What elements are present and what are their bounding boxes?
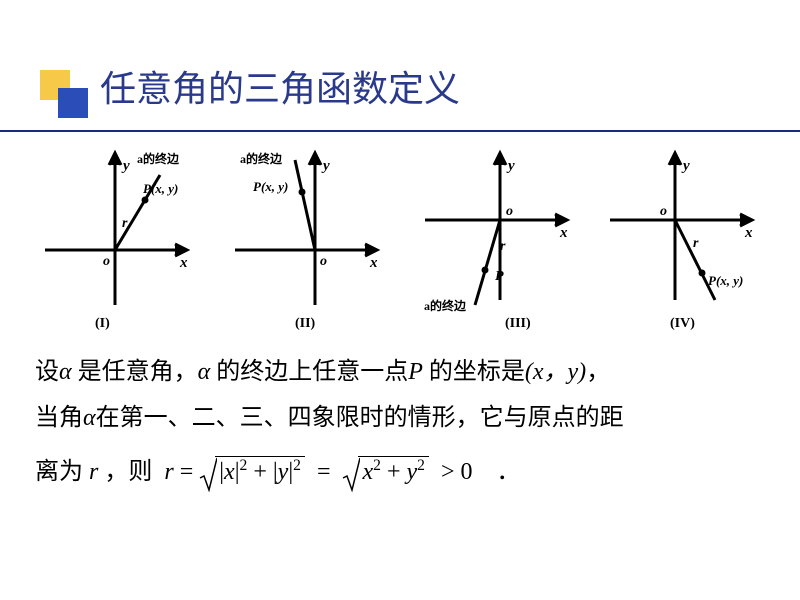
diagram-quadrant-3: y x o r P a的终边 (III) [410, 145, 580, 335]
var-p: P [408, 359, 423, 385]
var-y: y [406, 459, 417, 485]
text-part: 设 [35, 359, 59, 385]
point-label: P(x, y) [143, 181, 178, 196]
diagram-quadrant-1: y a的终边 x o r P(x, y) (I) [30, 145, 200, 335]
diagram-quadrant-2: y a的终边 x o P(x, y) (II) [220, 145, 390, 335]
origin-label: o [320, 254, 327, 269]
x-axis-label: x [559, 225, 568, 241]
slide-header: 任意角的三角函数定义 [0, 0, 800, 120]
r-label: r [693, 236, 699, 251]
var-alpha: α [198, 359, 211, 385]
origin-label: o [506, 204, 513, 219]
terminal-label: a的终边 [424, 298, 467, 313]
text-part: 在第一、二、三、四象限时的情形，它与原点的距 [96, 405, 624, 431]
y-axis-label: y [121, 158, 130, 174]
var-x: x [224, 459, 235, 485]
r-label: r [122, 216, 128, 231]
quadrant-label: (IV) [670, 316, 695, 331]
y-axis-label: y [681, 158, 690, 174]
text-part: 的终边上任意一点 [216, 359, 408, 385]
gt-zero: > 0 [441, 459, 473, 485]
r-label: r [500, 239, 506, 254]
var-x: x [362, 459, 373, 485]
point-label: P [495, 269, 504, 284]
origin-label: o [660, 204, 667, 219]
sqrt-1: |x|2 + |y|2 [199, 456, 305, 492]
x-axis-label: x [369, 255, 378, 271]
formula-line: 离为 r ，则 r = |x|2 + |y|2 = x2 + y2 > 0 ． [0, 451, 800, 491]
text-part: 离为 [35, 459, 83, 485]
terminal-label: a的终边 [137, 151, 180, 166]
text-part: ， [586, 359, 610, 385]
period: ． [496, 459, 520, 485]
terminal-label: a的终边 [240, 151, 283, 166]
equals: = [317, 459, 331, 485]
slide-title: 任意角的三角函数定义 [100, 60, 800, 112]
body-text: 设α 是任意角，α 的终边上任意一点P 的坐标是(x，y)， 当角α在第一、二、… [0, 335, 800, 441]
title-underline [0, 130, 800, 132]
slide-logo [40, 70, 95, 130]
x-axis-label: x [744, 225, 753, 241]
var-alpha: α [83, 405, 96, 431]
text-part: 当角 [35, 405, 83, 431]
point-label: P(x, y) [708, 273, 743, 288]
origin-label: o [103, 254, 110, 269]
equals: = [180, 459, 194, 485]
quadrant-label: (III) [505, 316, 531, 331]
text-part: 是任意角， [78, 359, 198, 385]
text-part: 的坐标是 [429, 359, 525, 385]
y-axis-label: y [321, 158, 330, 174]
quadrant-label: (II) [295, 316, 316, 331]
x-axis-label: x [179, 255, 188, 271]
var-r: r [164, 459, 173, 485]
diagram-row: y a的终边 x o r P(x, y) (I) y a的终边 x o P(x,… [0, 145, 800, 335]
var-r: r [89, 459, 98, 485]
text-part: ，则 [104, 459, 152, 485]
y-axis-label: y [506, 158, 515, 174]
diagram-quadrant-4: y x o r P(x, y) (IV) [600, 145, 770, 335]
sqrt-2: x2 + y2 [342, 456, 428, 492]
var-alpha: α [59, 359, 72, 385]
var-coords: (x，y) [525, 359, 586, 385]
var-y: y [278, 459, 289, 485]
point-label: P(x, y) [253, 179, 288, 194]
quadrant-label: (I) [95, 316, 110, 331]
